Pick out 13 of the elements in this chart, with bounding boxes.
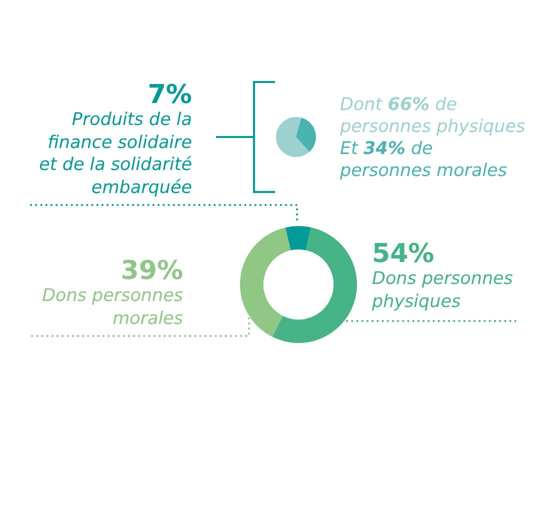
pie-slice [276,117,310,157]
donut-slice [272,226,356,342]
data-label: 7% [146,80,192,110]
slice-label: Dons personnes physiques [372,268,514,313]
slice-label: Produits de la finance solidaire et de la solidarité embarquée [38,109,192,199]
donut-slice [240,227,290,336]
donut-slice [284,226,310,250]
text: Dont 66% de personnes physiques [340,94,526,138]
slice-label: Dons personnes morales [41,285,183,330]
data-label: 39% [120,256,183,286]
pie-slice [296,118,316,152]
text: Et 34% de personnes morales [340,138,508,182]
data-label: 54% [372,239,436,269]
